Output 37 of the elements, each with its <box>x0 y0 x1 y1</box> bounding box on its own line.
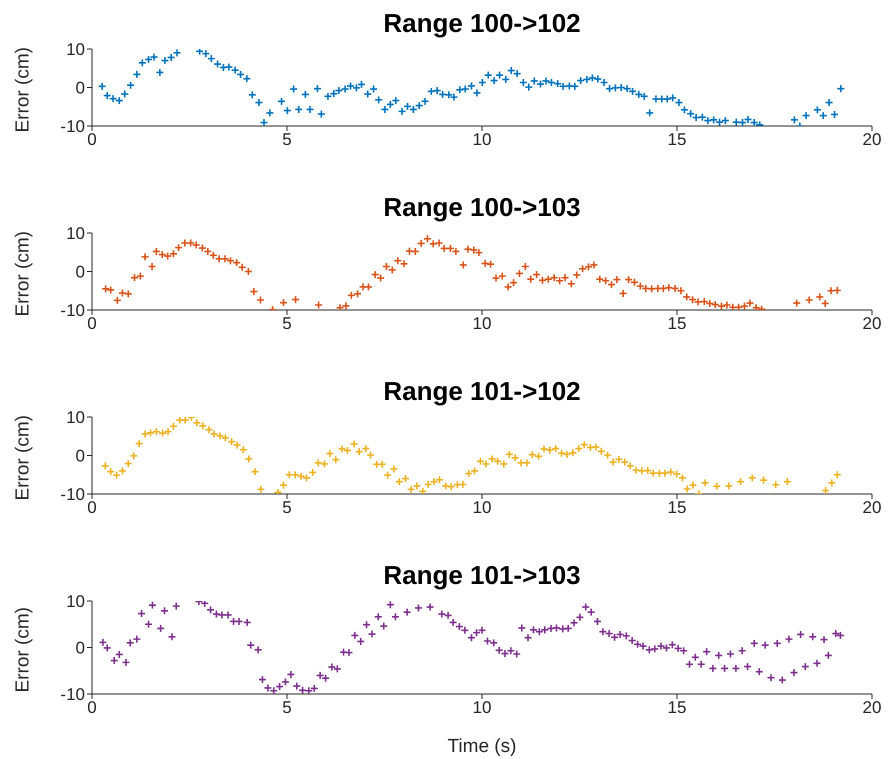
chart-title: Range 100->103 <box>382 192 582 222</box>
y-tick-label: 10 <box>66 592 85 612</box>
y-axis-title: Error (cm) <box>12 47 34 132</box>
x-tick-label: 10 <box>472 130 492 150</box>
x-tick-label: 5 <box>282 314 292 334</box>
x-tick-label: 15 <box>668 498 686 518</box>
x-axis-title: Time (s) <box>448 736 516 757</box>
x-tick-label: 20 <box>862 698 882 718</box>
x-tick-label: 20 <box>862 498 882 518</box>
x-tick-label: 10 <box>472 498 492 518</box>
chart-title: Range 101->102 <box>382 376 582 406</box>
y-tick-label: 0 <box>76 638 85 658</box>
x-tick-label: 15 <box>668 314 686 334</box>
x-tick-label: 10 <box>472 698 492 718</box>
x-tick-label: 5 <box>282 498 292 518</box>
y-tick-label: 10 <box>66 408 85 428</box>
y-tick-label: 0 <box>76 446 85 466</box>
x-tick-label: 20 <box>862 314 882 334</box>
y-tick-label: 0 <box>76 262 85 282</box>
y-tick-label: 0 <box>76 78 85 98</box>
y-tick-label: -10 <box>60 117 85 136</box>
y-tick-label: 10 <box>66 40 85 60</box>
chart-title: Range 101->103 <box>382 560 582 590</box>
y-axis-title: Error (cm) <box>12 415 34 500</box>
y-tick-label: 10 <box>66 224 85 244</box>
y-tick-label: -10 <box>60 485 85 504</box>
x-tick-label: 10 <box>472 314 492 334</box>
chart-title: Range 100->102 <box>382 8 582 38</box>
x-tick-label: 5 <box>282 698 292 718</box>
y-axis-title: Error (cm) <box>12 231 34 316</box>
x-tick-label: 15 <box>668 698 686 718</box>
x-tick-label: 15 <box>668 130 686 150</box>
y-axis-title: Error (cm) <box>12 607 34 692</box>
x-tick-label: 20 <box>862 130 882 150</box>
y-tick-label: -10 <box>60 301 85 320</box>
y-tick-label: -10 <box>60 685 85 704</box>
x-tick-label: 5 <box>282 130 292 150</box>
